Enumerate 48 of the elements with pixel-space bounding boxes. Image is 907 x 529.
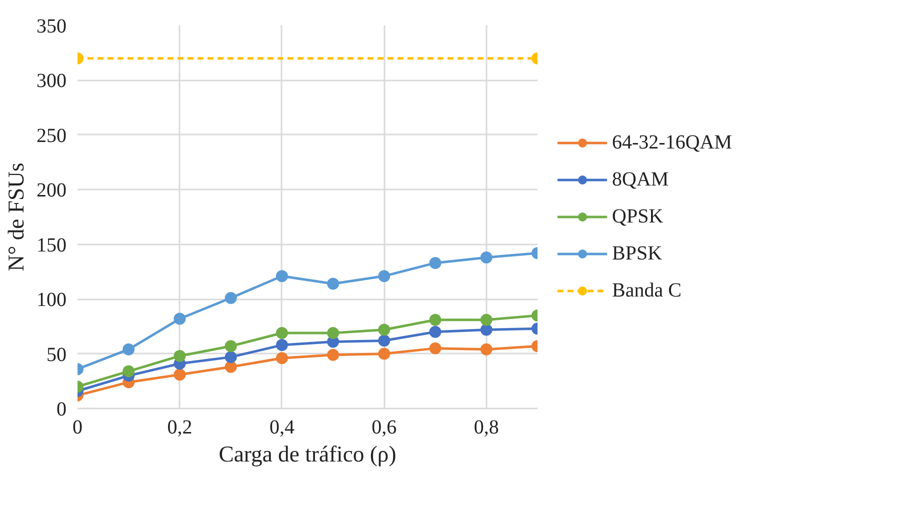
x-tick-label: 0 xyxy=(72,416,82,438)
point xyxy=(429,342,442,354)
point xyxy=(174,312,186,325)
point xyxy=(378,348,390,360)
y-tick-label: 250 xyxy=(36,124,66,147)
point xyxy=(276,352,288,364)
point xyxy=(276,270,288,282)
legend-label: 8QAM xyxy=(612,168,669,191)
legend-label: 64-32-16QAM xyxy=(612,131,732,154)
point xyxy=(224,360,237,373)
point xyxy=(224,351,237,364)
point xyxy=(174,368,186,381)
y-tick-label: 350 xyxy=(36,16,66,38)
y-tick-label: 150 xyxy=(36,234,66,256)
point xyxy=(378,324,390,336)
y-tick-label: 300 xyxy=(36,70,66,92)
x-tick-label: 0,2 xyxy=(167,416,192,438)
point xyxy=(276,327,288,339)
point xyxy=(276,339,288,352)
point xyxy=(327,348,340,361)
x-tick-label: 0,8 xyxy=(474,416,499,438)
point xyxy=(224,340,237,352)
y-tick-label: 50 xyxy=(46,344,66,366)
point xyxy=(327,327,340,339)
y-axis-title: N° de FSUs xyxy=(4,162,28,272)
x-tick-label: 0,4 xyxy=(269,416,294,438)
point xyxy=(429,256,442,269)
point xyxy=(429,314,442,326)
x-tick-label: 0,6 xyxy=(372,416,397,438)
point xyxy=(122,343,135,356)
y-tick-label: 100 xyxy=(36,289,66,312)
point xyxy=(174,350,186,362)
point xyxy=(429,326,442,338)
point xyxy=(480,343,492,356)
point xyxy=(480,314,492,326)
legend-label: QPSK xyxy=(612,205,664,228)
y-tick-label: 200 xyxy=(36,180,66,202)
point xyxy=(327,278,340,290)
point xyxy=(224,292,237,304)
legend-label: BPSK xyxy=(612,242,662,265)
point xyxy=(480,324,492,336)
x-axis-title: Carga de tráfico (ρ) xyxy=(218,442,396,466)
point xyxy=(378,334,390,347)
point xyxy=(122,365,135,378)
legend-label: Banda C xyxy=(612,279,682,302)
y-tick-label: 0 xyxy=(56,398,66,420)
point xyxy=(378,270,390,282)
point xyxy=(480,252,492,264)
